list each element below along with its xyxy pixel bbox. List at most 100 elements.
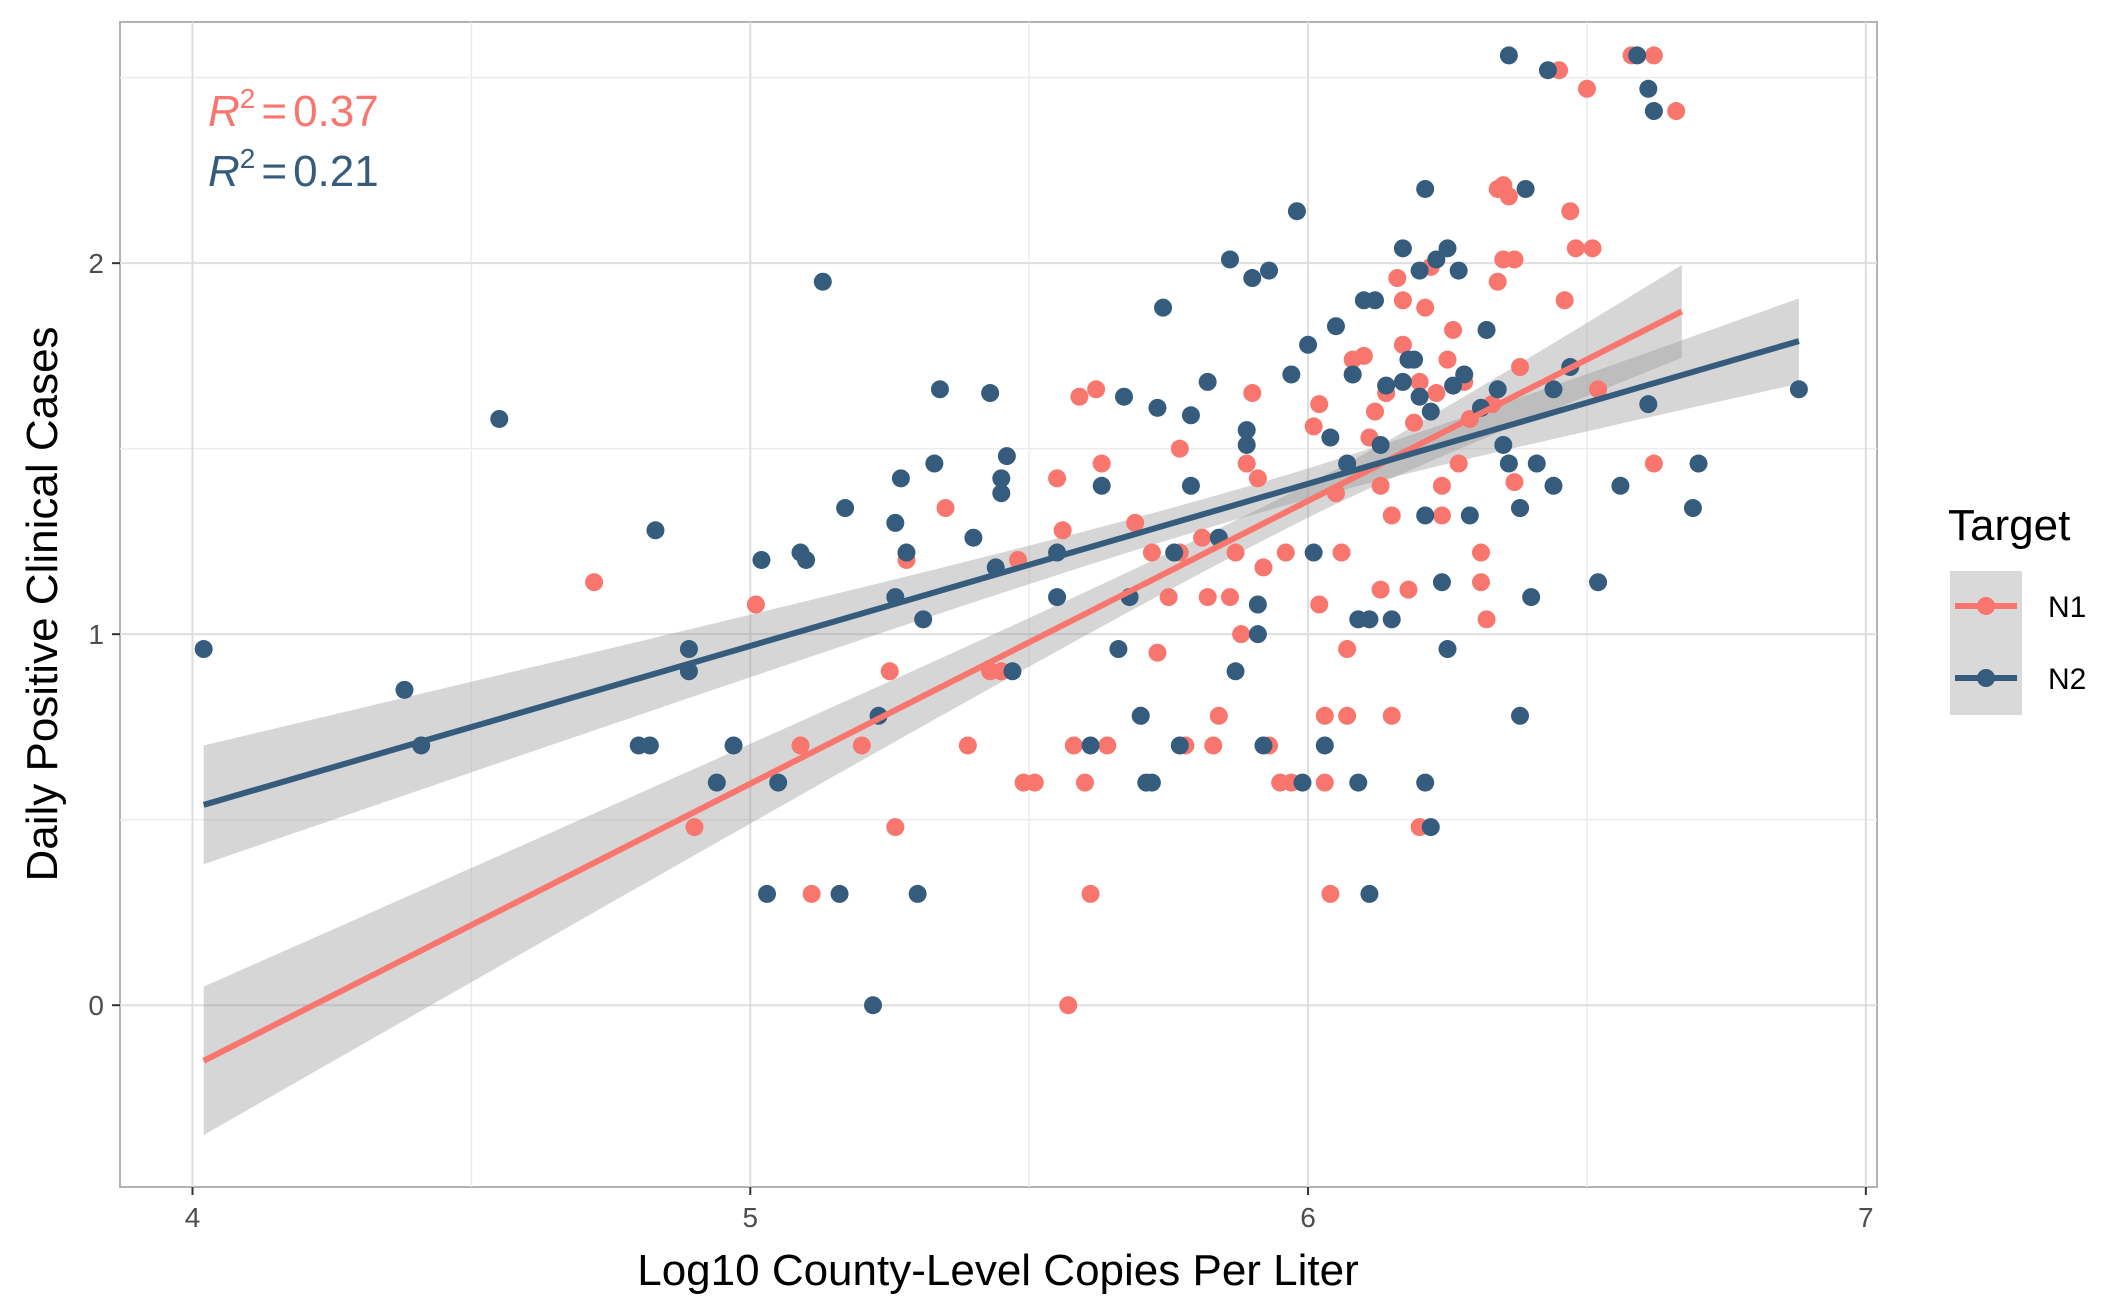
data-point-n2 (1416, 506, 1435, 525)
data-point-n2 (1460, 506, 1479, 525)
data-point-n2 (1432, 573, 1451, 592)
data-point-n1 (1366, 402, 1384, 421)
data-point-n2 (992, 469, 1011, 488)
data-point-n2 (1170, 736, 1189, 755)
legend-label-n1: N1 (2048, 591, 2086, 624)
data-point-n2 (1416, 773, 1435, 792)
data-point-n2 (1343, 365, 1362, 384)
data-point-n1 (1310, 595, 1329, 614)
data-point-n2 (1109, 640, 1128, 659)
data-point-n2 (1237, 435, 1256, 454)
data-point-n1 (1432, 506, 1451, 525)
data-point-n1 (1204, 736, 1223, 755)
data-point-n2 (1522, 588, 1541, 607)
data-point-n1 (1053, 521, 1072, 540)
data-point-n2 (1226, 662, 1245, 681)
data-point-n2 (1438, 640, 1457, 659)
data-point-n2 (1349, 773, 1368, 792)
data-point-n2 (1516, 179, 1535, 198)
y-tick-label: 0 (88, 990, 104, 1021)
data-point-n1 (1226, 543, 1245, 562)
data-point-n2 (1299, 335, 1318, 354)
data-point-n1 (1471, 543, 1490, 562)
data-point-n2 (1410, 261, 1429, 280)
data-point-n1 (1075, 773, 1094, 792)
data-point-n2 (1544, 476, 1563, 495)
data-point-n2 (1405, 350, 1424, 369)
data-point-n1 (1237, 454, 1256, 473)
data-point-n2 (1544, 380, 1563, 399)
data-point-n2 (1789, 380, 1808, 399)
data-point-n1 (1388, 269, 1407, 288)
data-point-n2 (1142, 773, 1161, 792)
data-point-n1 (1555, 291, 1574, 310)
legend-keys: N1 N2 (1950, 571, 2086, 715)
data-point-n2 (1477, 320, 1496, 339)
data-point-n2 (992, 484, 1011, 503)
data-point-n2 (752, 550, 771, 569)
data-point-n2 (891, 469, 910, 488)
data-point-n2 (1048, 588, 1067, 607)
r2-annotation-n2: R2 = 0.21 (208, 143, 379, 196)
data-point-n1 (1254, 558, 1273, 577)
data-point-n1 (1092, 454, 1111, 473)
data-point-n1 (1059, 996, 1078, 1015)
x-axis-title: Log10 County-Level Copies Per Liter (637, 1246, 1359, 1295)
data-point-n1 (1382, 706, 1401, 725)
data-point-n2 (1611, 476, 1630, 495)
data-point-n1 (1499, 187, 1518, 206)
data-point-n2 (897, 543, 916, 562)
data-point-n1 (1243, 384, 1262, 403)
data-point-n1 (1209, 706, 1228, 725)
data-point-n2 (1444, 376, 1463, 395)
data-point-n2 (490, 409, 509, 428)
data-point-n2 (1131, 706, 1150, 725)
data-point-n2 (1243, 269, 1262, 288)
data-point-n2 (1639, 395, 1658, 414)
data-point-n1 (585, 573, 604, 592)
data-point-n2 (1538, 61, 1557, 80)
data-point-n2 (1366, 291, 1384, 310)
data-point-n2 (640, 736, 659, 755)
data-point-n1 (1371, 476, 1390, 495)
data-point-n2 (1248, 595, 1267, 614)
r2-symbol: R (208, 87, 240, 136)
data-point-n1 (1098, 736, 1117, 755)
r2-exponent: 2 (240, 143, 256, 174)
legend-key-point-n1 (1977, 597, 1995, 615)
data-point-n1 (1315, 706, 1334, 725)
data-point-n2 (1527, 454, 1546, 473)
data-point-n2 (1181, 406, 1200, 425)
data-point-n1 (880, 662, 899, 681)
data-point-n1 (1583, 239, 1602, 258)
data-point-n1 (1449, 454, 1468, 473)
regression-line-n2 (202, 338, 1800, 808)
data-point-n2 (1360, 610, 1379, 629)
data-point-n1 (1371, 580, 1390, 599)
data-point-n1 (1064, 736, 1083, 755)
data-point-n2 (1115, 387, 1133, 406)
data-point-n2 (1393, 239, 1412, 258)
data-point-n2 (646, 521, 665, 540)
data-point-n2 (1220, 250, 1239, 269)
y-tick-label: 2 (88, 248, 104, 279)
data-point-n2 (1248, 625, 1267, 644)
data-point-n2 (1287, 202, 1306, 221)
data-point-n2 (997, 447, 1016, 466)
data-point-n2 (1511, 499, 1530, 518)
data-point-n2 (1371, 435, 1390, 454)
data-point-n1 (1198, 588, 1217, 607)
data-point-n1 (1566, 239, 1585, 258)
data-point-n1 (1561, 202, 1580, 221)
data-point-n1 (746, 595, 765, 614)
r2-equals: = (261, 87, 287, 136)
data-point-n1 (1126, 513, 1145, 532)
data-point-n2 (1639, 79, 1658, 98)
data-point-n1 (802, 884, 821, 903)
data-point-n1 (1276, 543, 1295, 562)
data-point-n1 (1505, 250, 1524, 269)
data-point-n1 (685, 818, 704, 837)
data-point-n1 (1148, 643, 1167, 662)
data-point-n1 (1193, 528, 1212, 547)
